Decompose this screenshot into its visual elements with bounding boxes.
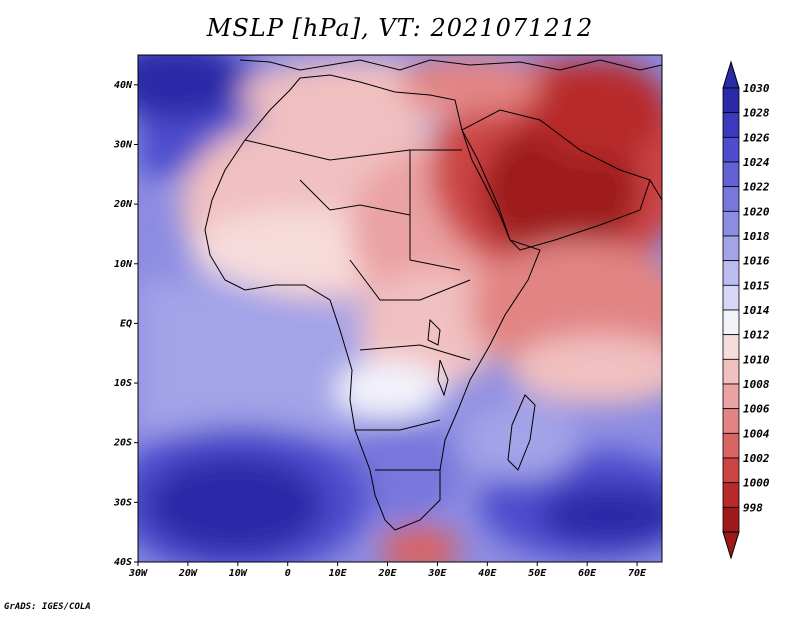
credit-label: GrADS: IGES/COLA	[4, 602, 91, 612]
lat-label: EQ	[120, 318, 132, 329]
colorbar-label: 1018	[743, 230, 770, 243]
lon-label: 60E	[578, 568, 597, 579]
colorbar-swatch	[722, 186, 740, 212]
colorbar-label: 1012	[743, 329, 770, 342]
colorbar-swatch	[722, 408, 740, 434]
colorbar-label: 1028	[743, 107, 770, 120]
lon-label: 70E	[628, 568, 647, 579]
colorbar-label: 998	[743, 501, 763, 514]
colorbar-swatch	[722, 210, 740, 237]
colorbar-swatch	[722, 260, 740, 286]
colorbar-label: 1020	[743, 205, 770, 218]
lat-label: 40S	[114, 557, 132, 568]
lon-label: 20W	[178, 568, 198, 579]
colorbar-swatch	[722, 284, 740, 311]
colorbar-swatch	[722, 87, 740, 114]
colorbar-label: 1014	[743, 304, 770, 317]
colorbar-bottom-arrow	[722, 531, 740, 560]
colorbar-swatch	[722, 136, 740, 163]
colorbar-swatch	[722, 383, 740, 410]
lon-label: 10W	[229, 568, 248, 579]
colorbar: 1030 1028 1026 1024 1022 1020 1018 1016 1015 1014…	[722, 60, 770, 560]
lat-label: 20S	[113, 438, 132, 449]
lat-label: 30N	[113, 139, 133, 150]
lon-label: 30E	[427, 568, 447, 579]
lon-label: 40E	[478, 568, 497, 579]
colorbar-swatch	[722, 309, 740, 336]
colorbar-label: 1010	[743, 353, 770, 366]
colorbar-label: 1008	[743, 378, 770, 391]
pressure-field	[138, 55, 662, 562]
lat-label: 10N	[114, 259, 133, 270]
colorbar-label: 1015	[743, 279, 770, 292]
lon-label: 30W	[128, 568, 148, 579]
colorbar-top-arrow	[722, 60, 740, 89]
colorbar-label: 1026	[743, 131, 770, 144]
lon-label: 10E	[329, 568, 348, 579]
lon-label: 20E	[377, 568, 397, 579]
colorbar-swatch	[722, 235, 740, 262]
colorbar-swatch	[722, 506, 740, 533]
colorbar-swatch	[722, 161, 740, 188]
lat-label: 40N	[114, 80, 133, 91]
colorbar-swatch	[722, 482, 740, 508]
colorbar-swatch	[722, 457, 740, 484]
longitude-axis: 30W 20W 10W 0 10E 20E 30E 40E 50E 60E 70E	[128, 562, 647, 579]
lon-label: 0	[285, 568, 291, 579]
colorbar-label: 1030	[743, 82, 770, 95]
lat-label: 20N	[113, 199, 133, 210]
colorbar-label: 1016	[743, 255, 770, 268]
plot-frame	[137, 54, 663, 563]
colorbar-label: 1000	[743, 477, 770, 490]
colorbar-swatch	[722, 432, 740, 459]
colorbar-swatch	[722, 112, 740, 138]
lat-label: 10S	[114, 378, 132, 389]
map-title: MSLP [hPa], VT: 2021071212	[206, 14, 594, 42]
colorbar-label: 1022	[743, 181, 770, 194]
colorbar-swatch	[722, 358, 740, 385]
lon-label: 50E	[528, 568, 547, 579]
colorbar-swatch	[722, 334, 740, 360]
lat-label: 30S	[113, 497, 132, 508]
coastlines	[204, 59, 662, 531]
colorbar-label: 1004	[743, 427, 770, 440]
colorbar-label: 1024	[743, 156, 770, 169]
latitude-axis: 40N 30N 20N 10N EQ 10S 20S 30S 40S	[113, 80, 138, 568]
colorbar-label: 1006	[743, 403, 770, 416]
colorbar-label: 1002	[743, 452, 770, 465]
